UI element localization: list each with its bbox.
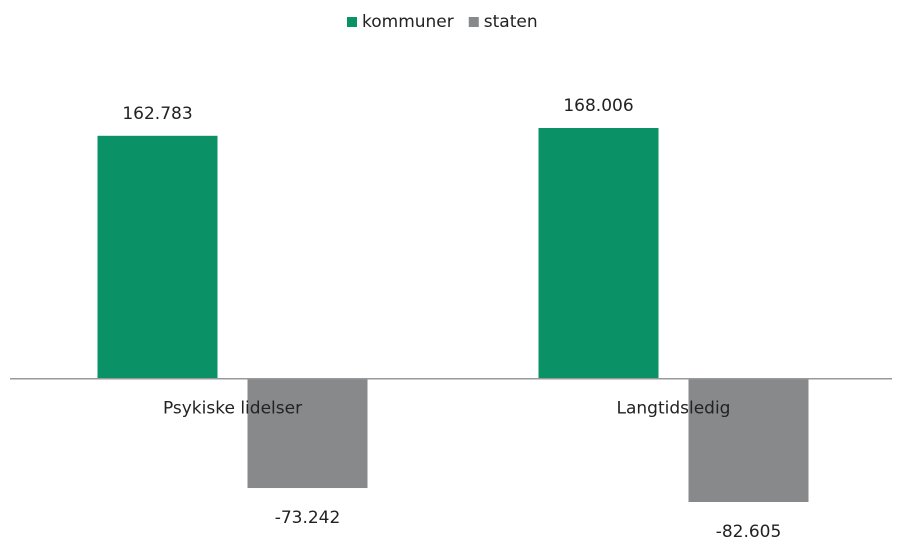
- x-tick-label: Psykiske lidelser: [163, 399, 302, 419]
- data-label: 162.783: [122, 104, 192, 124]
- legend-label: kommuner: [362, 12, 454, 32]
- bar: [538, 128, 659, 379]
- bar: [247, 378, 368, 489]
- legend-swatch: [468, 17, 479, 27]
- legend-swatch: [347, 17, 357, 27]
- x-tick-label: Langtidsledig: [617, 399, 731, 419]
- legend-label: staten: [484, 12, 538, 32]
- legend: kommuner staten: [347, 12, 538, 32]
- data-label: 168.006: [563, 96, 633, 116]
- bar: [97, 135, 218, 379]
- data-label: -82.605: [716, 522, 782, 537]
- data-label: -73.242: [275, 508, 341, 528]
- bar: [688, 378, 809, 502]
